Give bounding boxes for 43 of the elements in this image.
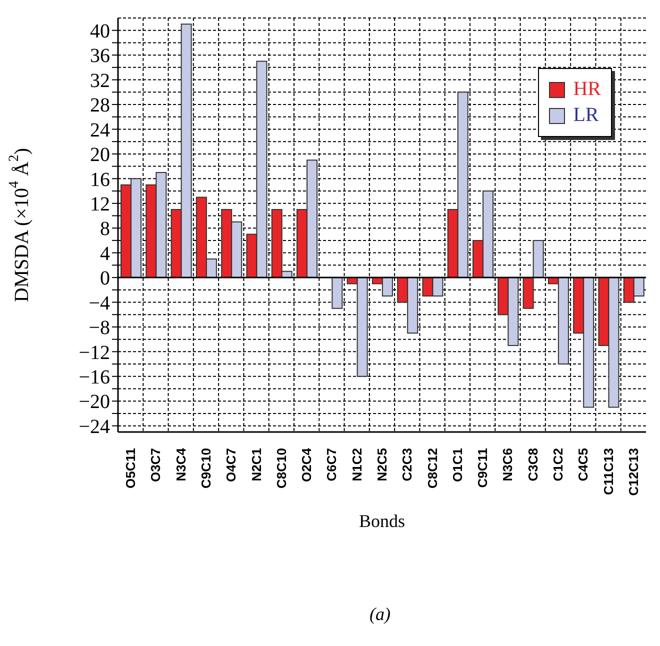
x-tick-label: O4C7	[224, 448, 239, 482]
y-tick-label: −16	[78, 366, 110, 388]
y-tick-label: 36	[90, 45, 110, 68]
x-tick-label: N1C2	[349, 448, 364, 482]
y-tick-label: 24	[90, 119, 110, 142]
y-tick-label: −20	[78, 391, 110, 414]
x-tick-label: O5C11	[123, 448, 138, 488]
y-tick-label: 8	[100, 218, 110, 240]
x-tick-label: C3C8	[525, 448, 540, 482]
y-tick-label: −4	[88, 292, 110, 314]
y-tick-label: 4	[100, 242, 110, 265]
x-tick-label: O1C1	[450, 448, 465, 482]
x-tick-label: N2C5	[374, 448, 390, 482]
x-tick-label: O2C4	[299, 447, 314, 482]
x-tick-label: C9C11	[475, 448, 490, 488]
y-tick-label: 20	[90, 144, 110, 166]
y-tick-label: 12	[90, 193, 110, 216]
bar	[332, 277, 343, 309]
y-tick-label: 40	[90, 20, 110, 42]
x-tick-label: C12C13	[626, 448, 641, 496]
x-tick-label: N3C6	[500, 448, 516, 482]
y-tick-label: 0	[100, 268, 110, 290]
y-tick-label: 16	[90, 168, 110, 191]
x-tick-label: N2C1	[248, 448, 264, 482]
y-tick-label: 28	[90, 94, 110, 117]
x-tick-label: C9C10	[198, 448, 214, 488]
x-tick-label: O3C7	[148, 448, 164, 482]
x-tick-label: N3C4	[173, 447, 188, 482]
y-tick-label: −8	[88, 317, 110, 340]
x-tick-label: C1C2	[550, 448, 566, 482]
x-tick-label: C11C13	[600, 448, 616, 495]
y-tick-label: 32	[90, 70, 110, 92]
y-tick-label: −24	[78, 416, 110, 438]
legend-label: HR	[573, 78, 601, 101]
y-tick-label: −12	[78, 342, 110, 364]
legend-label: LR	[573, 104, 599, 127]
text: (a)	[368, 604, 392, 625]
x-tick-label: C8C10	[274, 448, 289, 488]
x-tick-label: C4C5	[576, 448, 591, 482]
x-tick-label: C8C12	[424, 448, 440, 488]
x-tick-label: C6C7	[324, 448, 340, 482]
x-tick-label: C2C3	[400, 448, 415, 482]
x-axis-title: Bonds	[358, 511, 406, 531]
